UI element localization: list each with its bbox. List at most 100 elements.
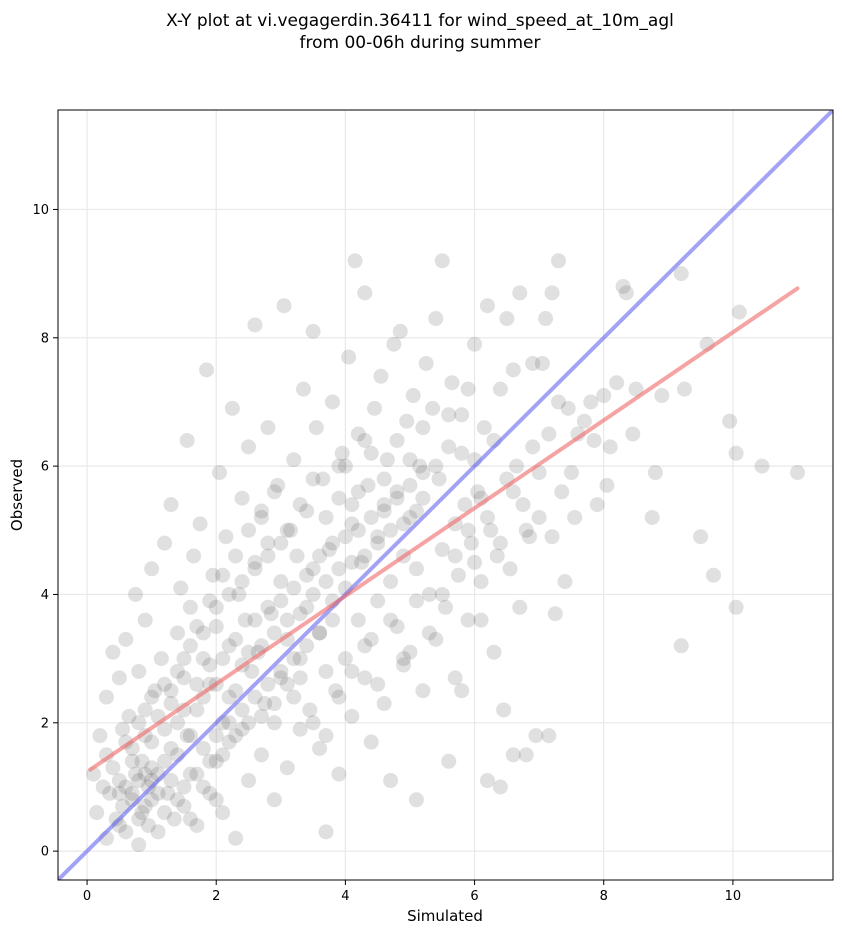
y-axis-ticks: 0 2 4 6 8 10 — [32, 203, 58, 860]
data-point — [505, 362, 521, 378]
data-point — [728, 445, 744, 461]
data-point — [357, 670, 373, 686]
data-point — [218, 529, 234, 545]
data-point — [324, 394, 340, 410]
data-point — [215, 747, 231, 763]
data-point — [489, 548, 505, 564]
data-point — [131, 663, 147, 679]
data-point — [525, 439, 541, 455]
data-point — [105, 644, 121, 660]
data-point — [247, 317, 263, 333]
data-point — [163, 696, 179, 712]
data-point — [731, 304, 747, 320]
data-point — [111, 785, 127, 801]
chart-title-line-2: from 00-06h during summer — [300, 33, 541, 53]
data-point — [279, 676, 295, 692]
data-point — [279, 631, 295, 647]
data-point — [279, 760, 295, 776]
data-point — [396, 657, 412, 673]
data-point — [499, 311, 515, 327]
x-tick-label: 10 — [725, 889, 742, 904]
data-point — [402, 644, 418, 660]
data-point — [615, 278, 631, 294]
data-point — [337, 458, 353, 474]
data-point — [421, 586, 437, 602]
y-tick-label: 2 — [41, 716, 49, 731]
data-point — [370, 535, 386, 551]
data-point — [609, 375, 625, 391]
data-point — [673, 266, 689, 282]
data-point — [754, 458, 770, 474]
data-point — [266, 625, 282, 641]
data-point — [189, 676, 205, 692]
data-point — [676, 381, 692, 397]
data-point — [350, 484, 366, 500]
data-point — [693, 529, 709, 545]
data-point — [299, 599, 315, 615]
data-point — [305, 715, 321, 731]
data-point — [199, 362, 215, 378]
data-point — [144, 792, 160, 808]
data-point — [447, 670, 463, 686]
data-point — [328, 683, 344, 699]
data-point — [467, 554, 483, 570]
data-point — [228, 683, 244, 699]
x-tick-label: 2 — [212, 889, 220, 904]
data-point — [253, 708, 269, 724]
data-point — [95, 779, 111, 795]
data-point — [292, 606, 308, 622]
data-point — [312, 740, 328, 756]
data-point — [512, 599, 528, 615]
data-point — [467, 336, 483, 352]
data-point — [176, 670, 192, 686]
data-point — [376, 503, 392, 519]
data-point — [518, 522, 534, 538]
data-point — [383, 612, 399, 628]
reference-lines — [58, 110, 833, 880]
data-point — [479, 509, 495, 525]
data-point — [169, 625, 185, 641]
data-point — [221, 638, 237, 654]
data-point — [102, 785, 118, 801]
data-point — [722, 413, 738, 429]
data-point — [312, 625, 328, 641]
data-point — [260, 535, 276, 551]
data-point — [344, 663, 360, 679]
data-point — [208, 728, 224, 744]
data-point — [399, 413, 415, 429]
data-point — [596, 388, 612, 404]
data-point — [179, 728, 195, 744]
data-point — [305, 323, 321, 339]
data-point — [137, 702, 153, 718]
data-point — [434, 542, 450, 558]
plot-frame — [57, 109, 834, 881]
data-point — [318, 663, 334, 679]
data-point — [383, 522, 399, 538]
data-point — [647, 465, 663, 481]
data-point — [121, 708, 137, 724]
data-point — [134, 805, 150, 821]
data-point — [128, 766, 143, 782]
data-point — [279, 612, 295, 628]
data-point — [299, 503, 315, 519]
data-point — [111, 670, 127, 686]
data-point — [357, 548, 373, 564]
data-point — [599, 477, 615, 493]
data-point — [412, 458, 428, 474]
data-point — [370, 676, 386, 692]
data-point — [492, 535, 508, 551]
data-point — [144, 561, 160, 577]
chart-title-line-1: X-Y plot at vi.vegagerdin.36411 for wind… — [166, 11, 674, 31]
data-point — [331, 490, 347, 506]
data-point — [421, 625, 437, 641]
data-point — [241, 522, 257, 538]
data-point — [441, 439, 457, 455]
data-point — [241, 644, 257, 660]
data-point — [441, 753, 457, 769]
data-point — [544, 285, 560, 301]
data-point — [263, 606, 279, 622]
data-point — [189, 619, 205, 635]
data-point — [567, 509, 583, 525]
data-point — [98, 689, 114, 705]
data-point — [373, 368, 389, 384]
